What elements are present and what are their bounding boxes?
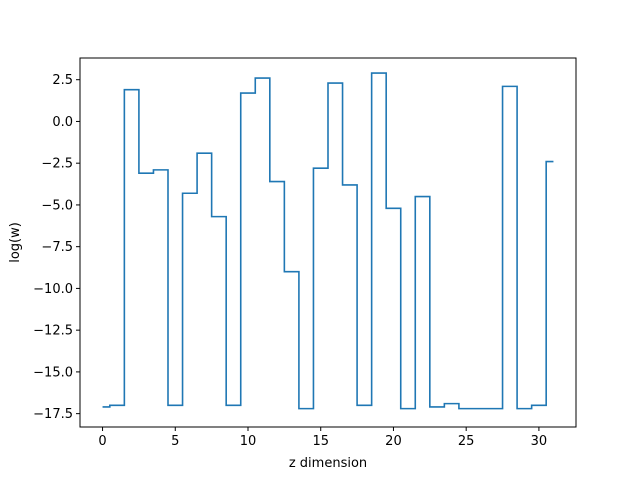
y-tick-label: −2.5 [41,157,73,172]
x-tick-label: 5 [171,434,179,449]
series-step-line [102,72,554,410]
x-axis-label: z dimension [289,456,367,471]
x-tick-label: 0 [98,434,106,449]
x-tick-label: 10 [240,434,257,449]
plot-frame [79,57,577,428]
y-tick-label: −7.5 [41,240,73,255]
y-tick-label: −5.0 [41,198,73,213]
x-axis-ticks: 0 5 10 15 20 25 30 [98,427,547,449]
y-tick-label: 2.5 [52,73,73,88]
y-tick-label: −10.0 [33,282,73,297]
series-layer [102,72,554,410]
y-tick-label: 0.0 [52,115,73,130]
x-tick-label: 30 [531,434,548,449]
y-axis-ticks: 2.5 0.0 −2.5 −5.0 −7.5 −10.0 −12.5 −15.0 −17.5 [33,73,80,422]
y-tick-label: −17.5 [33,407,73,422]
x-tick-label: 20 [385,434,402,449]
y-tick-label: −12.5 [33,324,73,339]
y-axis-label: log(w) [8,222,23,263]
x-tick-label: 15 [312,434,329,449]
x-tick-label: 25 [458,434,475,449]
y-tick-label: −15.0 [33,365,73,380]
